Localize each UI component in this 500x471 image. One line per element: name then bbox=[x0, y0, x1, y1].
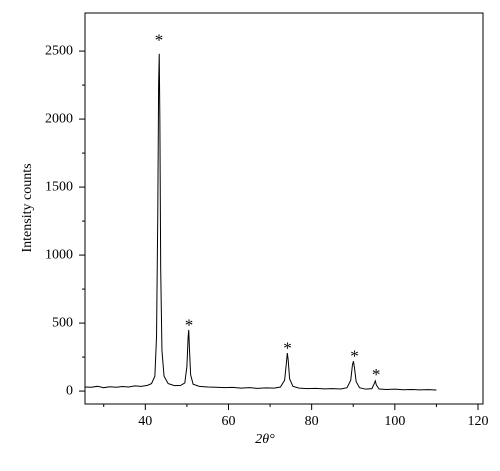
x-tick-label: 120 bbox=[468, 414, 489, 429]
peak-marker: * bbox=[350, 347, 359, 366]
peak-marker: * bbox=[155, 30, 164, 49]
y-tick-label: 1500 bbox=[45, 179, 73, 194]
plot-frame bbox=[84, 12, 484, 405]
x-axis-label: 2θ° bbox=[255, 432, 275, 447]
y-tick-label: 2500 bbox=[45, 43, 73, 58]
y-tick-label: 0 bbox=[66, 383, 73, 398]
data-line bbox=[84, 53, 437, 391]
peak-marker: * bbox=[372, 365, 381, 384]
y-axis-label: Intensity counts bbox=[20, 163, 35, 252]
x-tick-label: 60 bbox=[221, 414, 235, 429]
x-tick-label: 80 bbox=[305, 414, 319, 429]
x-tick-label: 40 bbox=[138, 414, 152, 429]
y-tick-label: 2000 bbox=[45, 111, 73, 126]
peak-marker: * bbox=[185, 315, 194, 334]
x-tick-label: 100 bbox=[384, 414, 405, 429]
y-tick-label: 1000 bbox=[45, 247, 73, 262]
peak-marker: * bbox=[283, 338, 292, 357]
y-tick-label: 500 bbox=[52, 315, 73, 330]
